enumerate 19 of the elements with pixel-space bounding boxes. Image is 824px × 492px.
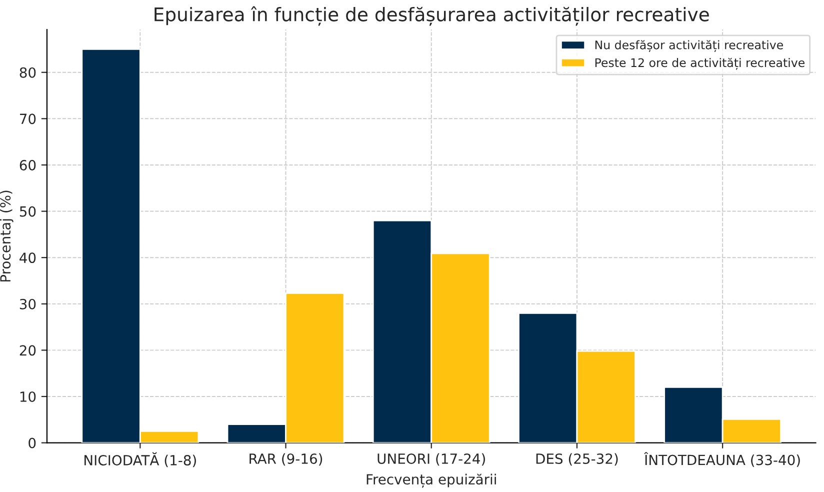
y-tick-label: 50 xyxy=(20,206,36,217)
y-tick-label: 20 xyxy=(20,345,36,356)
x-tick-label: RAR (9-16) xyxy=(250,453,322,466)
y-tick-label: 40 xyxy=(20,252,36,264)
y-tick-label: 80 xyxy=(20,67,36,78)
legend-label: Nu desfășor activități recreative xyxy=(595,40,783,52)
legend-label: Peste 12 ore de activități recreative xyxy=(595,58,805,70)
x-tick-label: NICIODATĂ (1-8) xyxy=(84,452,196,468)
y-tick-label: 0 xyxy=(28,438,36,448)
x-tick-label: ÎNTOTDEAUNA (33-40) xyxy=(644,452,800,467)
y-tick-label: 10 xyxy=(20,391,36,402)
chart-title: Epuizarea în funcție de desfășurarea activităților recreative xyxy=(154,6,709,26)
x-tick-label: UNEORI (17-24) xyxy=(378,453,485,466)
y-tick-label: 60 xyxy=(20,160,36,170)
y-axis-title: Procentaj (%) xyxy=(0,190,14,282)
x-axis-title: Frecvența epuizării xyxy=(366,474,496,488)
y-tick-label: 70 xyxy=(20,114,36,124)
y-tick-label: 30 xyxy=(20,298,36,310)
x-tick-label: DES (25-32) xyxy=(536,453,618,466)
